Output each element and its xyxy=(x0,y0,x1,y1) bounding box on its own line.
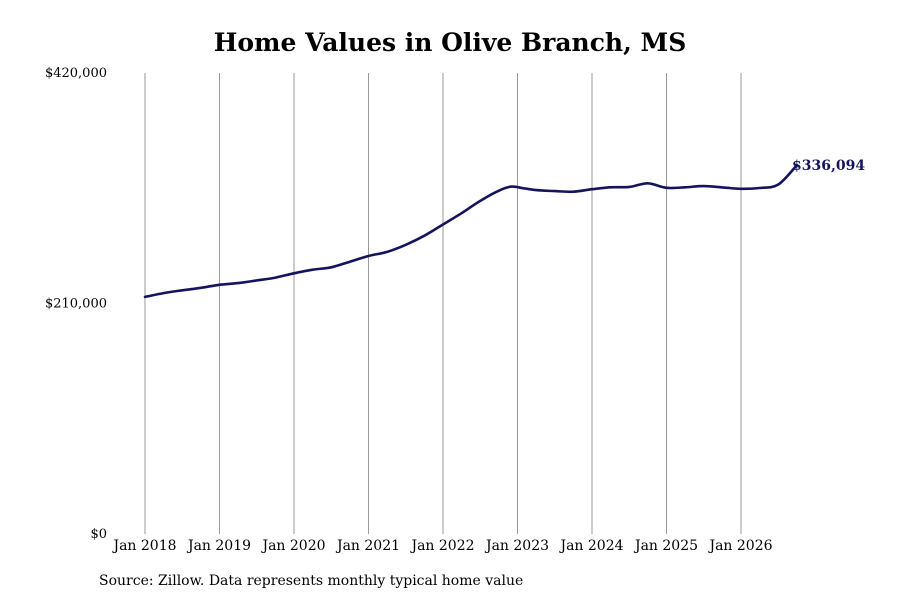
chart-title: Home Values in Olive Branch, MS xyxy=(213,28,687,57)
x-tick-label: Jan 2024 xyxy=(558,538,623,554)
end-value-label: $336,094 xyxy=(792,158,865,174)
x-tick-label: Jan 2019 xyxy=(186,538,251,554)
y-tick-label: $420,000 xyxy=(45,66,107,81)
grid-lines xyxy=(144,73,742,534)
x-tick-label: Jan 2021 xyxy=(335,538,400,554)
x-tick-label: Jan 2018 xyxy=(111,538,176,554)
x-tick-label: Jan 2026 xyxy=(707,538,772,554)
y-tick-label: $0 xyxy=(90,527,107,542)
x-tick-label: Jan 2023 xyxy=(484,538,549,554)
y-tick-label: $210,000 xyxy=(45,297,107,312)
x-tick-label: Jan 2025 xyxy=(633,538,698,554)
series-layer: $336,094 xyxy=(143,158,865,299)
x-axis-tick-labels: Jan 2018 Jan 2019 Jan 2020 Jan 2021 Jan 2022… xyxy=(111,538,772,554)
y-axis-tick-labels: $0 $210,000 $420,000 xyxy=(45,66,107,542)
x-tick-label: Jan 2020 xyxy=(260,538,325,554)
series-line-home-value xyxy=(143,163,799,299)
x-tick-label: Jan 2022 xyxy=(409,538,474,554)
source-note: Source: Zillow. Data represents monthly … xyxy=(99,573,524,589)
